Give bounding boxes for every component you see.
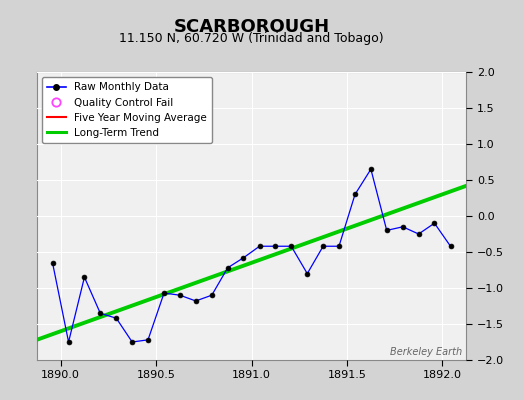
Legend: Raw Monthly Data, Quality Control Fail, Five Year Moving Average, Long-Term Tren: Raw Monthly Data, Quality Control Fail, … — [42, 77, 212, 143]
Text: 11.150 N, 60.720 W (Trinidad and Tobago): 11.150 N, 60.720 W (Trinidad and Tobago) — [119, 32, 384, 45]
Text: Berkeley Earth: Berkeley Earth — [390, 347, 462, 357]
Text: SCARBOROUGH: SCARBOROUGH — [173, 18, 330, 36]
